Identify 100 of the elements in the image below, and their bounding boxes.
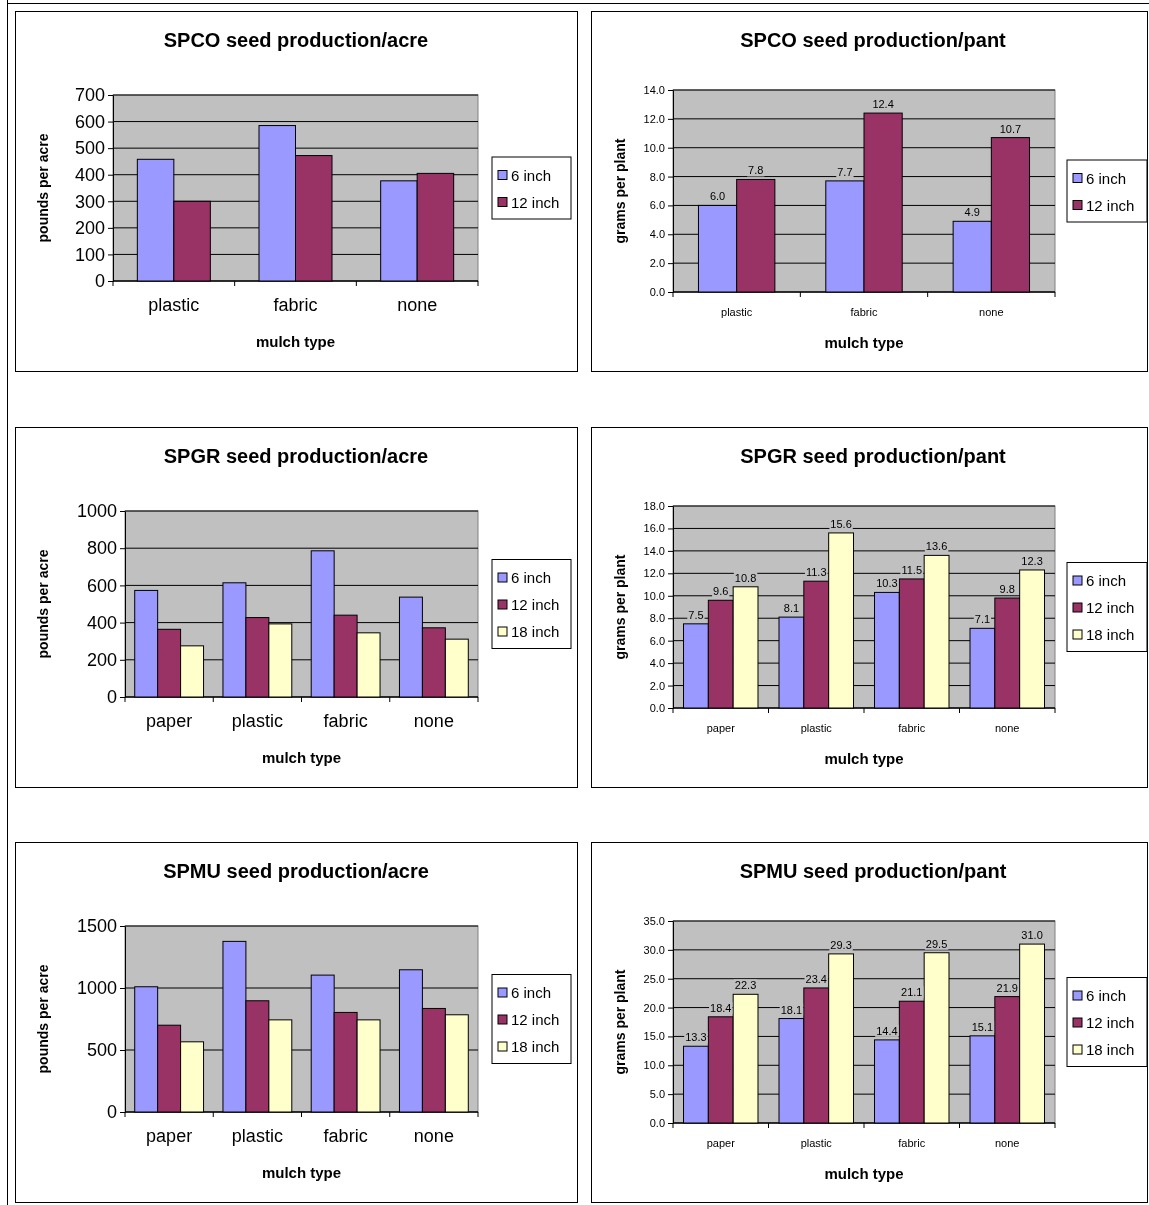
data-label: 11.5: [901, 563, 923, 576]
legend-label: 12 inch: [1086, 1014, 1135, 1031]
data-label: 18.4: [710, 1001, 732, 1014]
data-label: 9.6: [713, 585, 729, 598]
x-tick-label: none: [995, 722, 1020, 734]
data-label: 12.4: [872, 98, 894, 111]
y-tick-label: 500: [74, 138, 105, 159]
data-label: 18.1: [780, 1003, 803, 1016]
y-axis-title: grams per plant: [612, 554, 628, 660]
y-axis-title: pounds per acre: [35, 549, 51, 659]
x-axis-title: mulch type: [255, 333, 336, 350]
x-tick-label: plastic: [231, 1126, 283, 1146]
y-tick-label: 600: [74, 111, 105, 132]
legend-label: 18 inch: [511, 1038, 560, 1055]
legend-label: 6 inch: [1086, 987, 1127, 1004]
legend-label: 12 inch: [511, 1011, 560, 1028]
y-tick-label: 1000: [76, 978, 117, 999]
y-tick-label: 30.0: [643, 943, 665, 956]
chart-title: SPMU seed production/pant: [739, 860, 1007, 882]
y-tick-label: 8.0: [649, 612, 665, 625]
data-label: 10.8: [734, 571, 757, 584]
data-label: 22.3: [734, 979, 757, 992]
y-tick-label: 5.0: [649, 1088, 665, 1101]
y-tick-label: 100: [74, 244, 105, 265]
data-label: 21.9: [996, 981, 1018, 994]
y-tick-label: 0.0: [649, 1117, 665, 1130]
chart-title: SPGR seed production/pant: [740, 445, 1007, 467]
x-tick-label: fabric: [850, 306, 878, 318]
y-tick-label: 400: [86, 612, 117, 633]
y-tick-label: 300: [74, 191, 105, 212]
x-tick-label: none: [413, 711, 454, 731]
x-tick-label: none: [413, 1126, 454, 1146]
data-label: 21.1: [901, 986, 923, 999]
x-tick-label: none: [995, 1137, 1020, 1149]
legend-label: 6 inch: [511, 166, 552, 184]
data-label: 14.4: [876, 1024, 898, 1037]
legend-label: 18 inch: [511, 623, 560, 640]
data-label: 13.3: [685, 1031, 707, 1044]
data-label: 8.1: [783, 602, 800, 615]
x-tick-label: paper: [706, 722, 736, 734]
legend-label: 6 inch: [511, 984, 552, 1001]
x-tick-label: paper: [146, 711, 193, 731]
data-label: 10.3: [876, 577, 898, 590]
data-label: 7.7: [837, 165, 853, 178]
data-label: 11.3: [805, 566, 827, 579]
y-tick-label: 18.0: [643, 500, 665, 513]
x-tick-label: fabric: [273, 295, 318, 315]
y-tick-label: 12.0: [643, 112, 665, 125]
x-axis-title: mulch type: [824, 750, 904, 767]
y-axis-title: pounds per acre: [35, 133, 51, 243]
y-tick-label: 800: [86, 538, 117, 559]
x-tick-label: plastic: [721, 306, 753, 318]
y-tick-label: 0: [94, 271, 105, 292]
y-tick-label: 4.0: [649, 228, 665, 241]
y-tick-label: 1000: [76, 501, 117, 522]
data-label: 4.9: [964, 206, 980, 219]
y-tick-label: 14.0: [643, 544, 665, 557]
y-tick-label: 20.0: [643, 1001, 665, 1014]
x-tick-label: paper: [146, 1126, 193, 1146]
legend-label: 6 inch: [1086, 572, 1127, 589]
y-tick-label: 12.0: [643, 567, 665, 580]
y-tick-label: 16.0: [643, 522, 665, 535]
y-tick-label: 6.0: [649, 199, 665, 212]
x-axis-title: mulch type: [824, 1165, 904, 1182]
legend-label: 12 inch: [511, 596, 560, 613]
data-label: 6.0: [709, 190, 726, 203]
x-tick-label: plastic: [800, 722, 833, 734]
data-label: 7.5: [688, 608, 704, 621]
legend-label: 6 inch: [1086, 169, 1127, 187]
y-tick-label: 0: [106, 1102, 117, 1123]
y-tick-label: 35.0: [643, 915, 665, 928]
y-tick-label: 2.0: [649, 679, 665, 692]
data-label: 15.1: [971, 1020, 994, 1033]
x-tick-label: fabric: [898, 722, 926, 734]
data-label: 7.8: [748, 164, 764, 177]
y-tick-label: 25.0: [643, 972, 665, 985]
x-axis-title: mulch type: [261, 749, 342, 766]
y-axis-title: grams per plant: [612, 138, 628, 244]
y-tick-label: 14.0: [643, 84, 665, 97]
y-tick-label: 6.0: [649, 634, 665, 647]
chart-title: SPCO seed production/acre: [163, 29, 429, 51]
y-tick-label: 200: [86, 650, 117, 671]
data-label: 12.3: [1021, 554, 1043, 567]
y-tick-label: 15.0: [643, 1030, 665, 1043]
legend-label: 18 inch: [1086, 626, 1135, 643]
y-tick-label: 200: [74, 218, 105, 239]
y-tick-label: 10.0: [643, 589, 665, 602]
y-axis-title: pounds per acre: [35, 964, 51, 1074]
y-tick-label: 400: [74, 164, 105, 185]
y-tick-label: 500: [86, 1040, 117, 1061]
x-tick-label: plastic: [800, 1137, 833, 1149]
y-axis-title: grams per plant: [612, 969, 628, 1075]
y-tick-label: 0.0: [649, 286, 665, 299]
legend-label: 18 inch: [1086, 1041, 1135, 1058]
x-tick-label: fabric: [898, 1137, 926, 1149]
x-tick-label: plastic: [231, 711, 283, 731]
chart-title: SPCO seed production/pant: [740, 29, 1007, 51]
y-tick-label: 4.0: [649, 657, 665, 670]
data-label: 29.3: [830, 938, 852, 951]
x-tick-label: paper: [706, 1137, 736, 1149]
